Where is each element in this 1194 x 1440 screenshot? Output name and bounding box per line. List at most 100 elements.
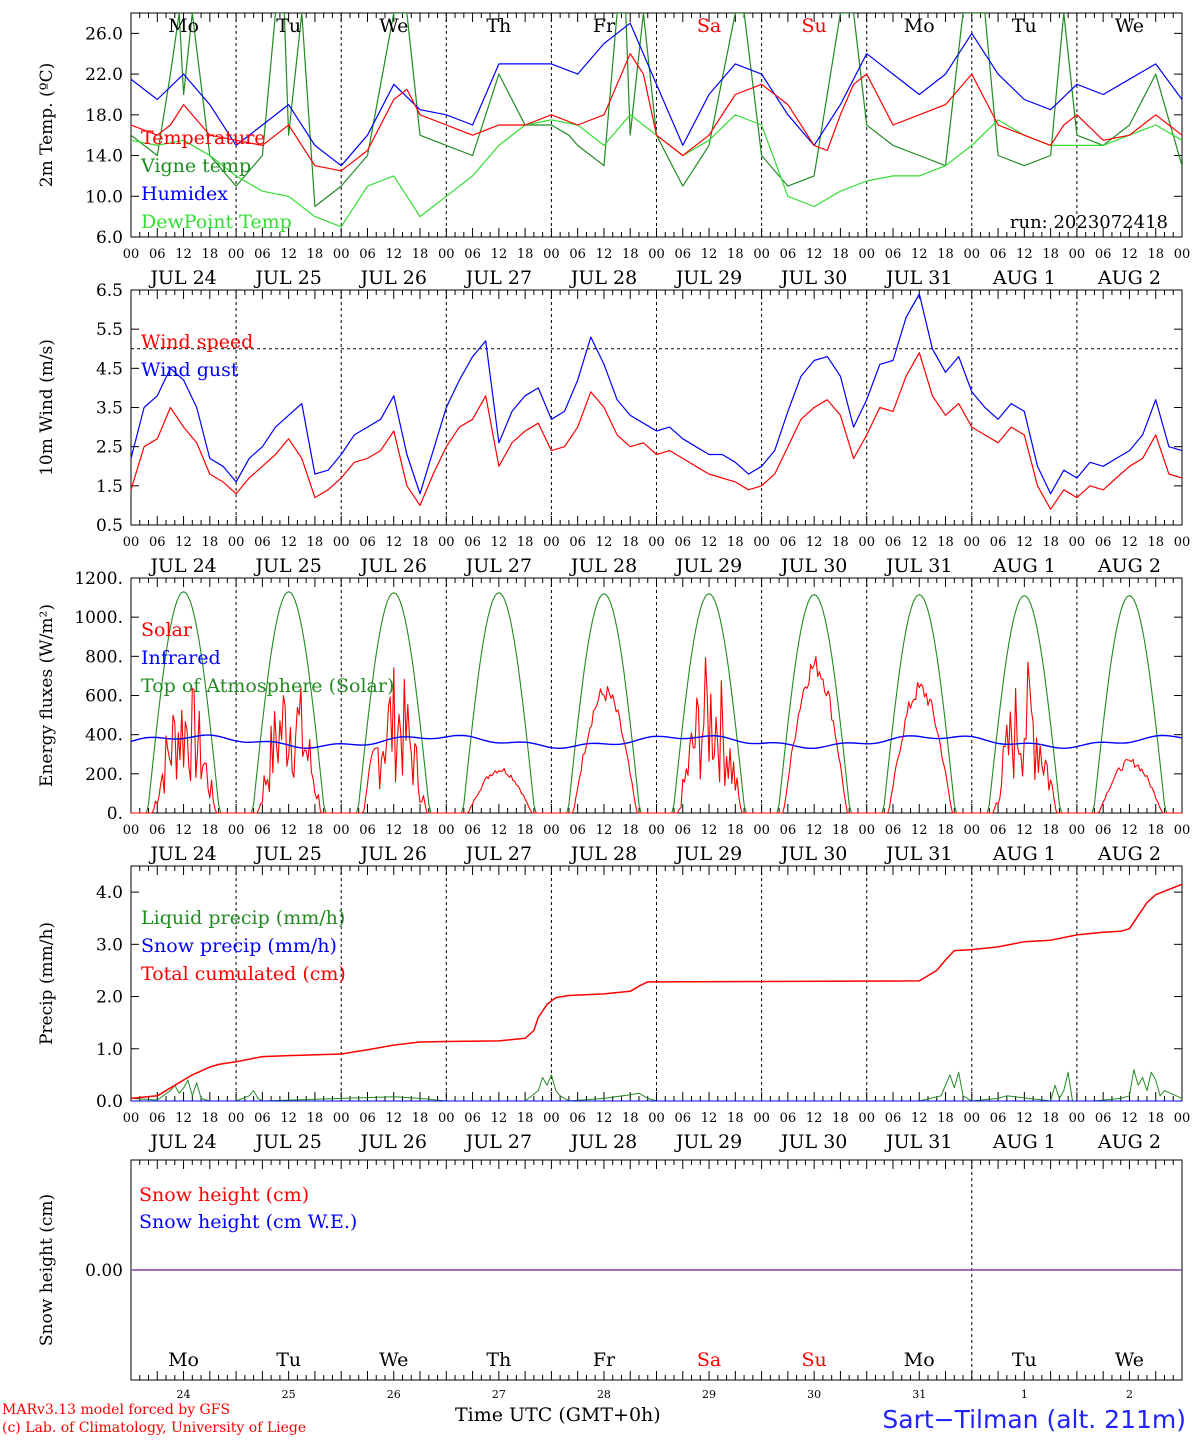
- hour-tick-label: 06: [885, 247, 902, 262]
- legend-temperature: Temperature: [141, 127, 265, 149]
- hour-tick-label: 06: [990, 1111, 1007, 1126]
- hour-tick-label: 00: [964, 247, 981, 262]
- hour-tick-label: 12: [280, 535, 297, 550]
- date-label: JUL 29: [674, 1131, 742, 1153]
- date-label: AUG 2: [1097, 843, 1161, 865]
- date-label: JUL 27: [464, 555, 532, 577]
- panel-energy: Energy fluxes (W/m²) 0. 200. 400. 600. 800. 10…: [37, 569, 1190, 865]
- day-name: Mo: [168, 1349, 199, 1371]
- day-number: 28: [597, 1388, 611, 1401]
- station-name: Sart−Tilman (alt. 211m): [882, 1405, 1186, 1434]
- day-name: Sa: [697, 15, 721, 37]
- day-name: We: [379, 1349, 408, 1371]
- day-name: Th: [486, 1349, 511, 1371]
- hour-tick-label: 00: [648, 247, 665, 262]
- date-label: JUL 25: [253, 267, 321, 289]
- day-number: 1: [1021, 1388, 1028, 1401]
- hour-tick-label: 18: [937, 535, 954, 550]
- hour-tick-label: 06: [675, 247, 692, 262]
- day-name: We: [379, 15, 408, 37]
- y-tick-label: 22.0: [85, 65, 123, 85]
- hour-tick-label: 06: [990, 823, 1007, 838]
- hour-tick-label: 06: [359, 1111, 376, 1126]
- hour-tick-label: 12: [280, 247, 297, 262]
- hour-tick-label: 06: [254, 823, 271, 838]
- hour-tick-label: 06: [1095, 823, 1112, 838]
- date-label: JUL 27: [464, 267, 532, 289]
- legend-dewpoint-temp: DewPoint Temp: [141, 211, 292, 233]
- hour-tick-label: 12: [701, 247, 718, 262]
- day-name: We: [1115, 1349, 1144, 1371]
- hour-tick-label: 18: [937, 823, 954, 838]
- run-label: run: 2023072418: [1010, 212, 1168, 233]
- panel-snow: Snow height (cm) 0.00 Snow height (cm) Snow…: [37, 1159, 1183, 1401]
- hour-tick-label: 06: [254, 247, 271, 262]
- hour-tick-label: 12: [491, 247, 508, 262]
- day-number: 25: [282, 1388, 296, 1401]
- hour-tick-label: 06: [464, 1111, 481, 1126]
- hour-tick-label: 06: [149, 535, 166, 550]
- hour-tick-label: 12: [596, 247, 613, 262]
- date-label: JUL 29: [674, 843, 742, 865]
- hour-tick-label: 12: [1016, 823, 1033, 838]
- day-name: Tu: [1012, 1349, 1037, 1371]
- day-name: We: [1115, 15, 1144, 37]
- hour-tick-label: 00: [333, 1111, 350, 1126]
- temperature-lines: [131, 13, 1182, 228]
- date-label: JUL 30: [779, 843, 847, 865]
- hour-tick-label: 12: [175, 1111, 192, 1126]
- y-tick-label: 4.5: [96, 359, 123, 379]
- date-label: AUG 1: [992, 843, 1056, 865]
- day-number: 24: [177, 1388, 191, 1401]
- hour-tick-label: 12: [175, 247, 192, 262]
- hour-tick-label: 18: [1147, 535, 1164, 550]
- hour-tick-label: 12: [1016, 535, 1033, 550]
- hour-tick-label: 12: [701, 823, 718, 838]
- hour-tick-label: 18: [832, 1111, 849, 1126]
- day-number: 31: [912, 1388, 926, 1401]
- hour-tick-label: 06: [780, 1111, 797, 1126]
- hour-tick-label: 12: [806, 535, 823, 550]
- hour-tick-label: 00: [1069, 1111, 1086, 1126]
- hour-tick-label: 18: [1042, 247, 1059, 262]
- y-tick-label: 1200.: [74, 569, 123, 589]
- hour-tick-label: 18: [412, 535, 429, 550]
- hour-tick-label: 06: [569, 535, 586, 550]
- hour-tick-label: 12: [596, 535, 613, 550]
- y-tick-label: 2.5: [96, 438, 123, 458]
- hour-tick-label: 18: [832, 823, 849, 838]
- day-name: Tu: [276, 1349, 301, 1371]
- hour-tick-label: 12: [806, 247, 823, 262]
- day-number: 27: [492, 1388, 506, 1401]
- wind-gust-line: [130, 293, 1183, 495]
- hour-tick-label: 00: [1174, 1111, 1191, 1126]
- date-label: JUL 29: [674, 555, 742, 577]
- hour-tick-label: 00: [123, 823, 140, 838]
- hour-tick-label: 12: [806, 823, 823, 838]
- hour-tick-label: 12: [1016, 247, 1033, 262]
- hour-tick-label: 00: [228, 1111, 245, 1126]
- hour-tick-label: 00: [543, 1111, 560, 1126]
- date-label: JUL 30: [779, 555, 847, 577]
- date-label: JUL 31: [884, 843, 952, 865]
- day-number: 2: [1126, 1388, 1133, 1401]
- hour-tick-label: 12: [806, 1111, 823, 1126]
- hour-tick-label: 12: [911, 247, 928, 262]
- hour-tick-label: 06: [254, 1111, 271, 1126]
- y-tick-label: 1.0: [96, 1040, 123, 1060]
- hour-tick-label: 00: [438, 247, 455, 262]
- hour-tick-label: 06: [149, 1111, 166, 1126]
- hour-tick-label: 00: [543, 247, 560, 262]
- legend-snow-height-cm-w-e-: Snow height (cm W.E.): [139, 1211, 357, 1233]
- y-tick-label: 1000.: [74, 608, 123, 628]
- date-label: AUG 1: [992, 555, 1056, 577]
- panel-precip: Precip (mm/h) 0.0 1.0 2.0 3.0 4.0 Liquid preci…: [37, 865, 1191, 1153]
- hour-tick-label: 12: [1121, 535, 1138, 550]
- hour-tick-label: 12: [491, 823, 508, 838]
- date-label: JUL 30: [779, 267, 847, 289]
- y-tick-label: 3.5: [96, 399, 123, 419]
- hour-tick-label: 06: [464, 247, 481, 262]
- hour-tick-label: 00: [1174, 535, 1191, 550]
- day-name: Tu: [276, 15, 301, 37]
- hour-tick-label: 06: [675, 1111, 692, 1126]
